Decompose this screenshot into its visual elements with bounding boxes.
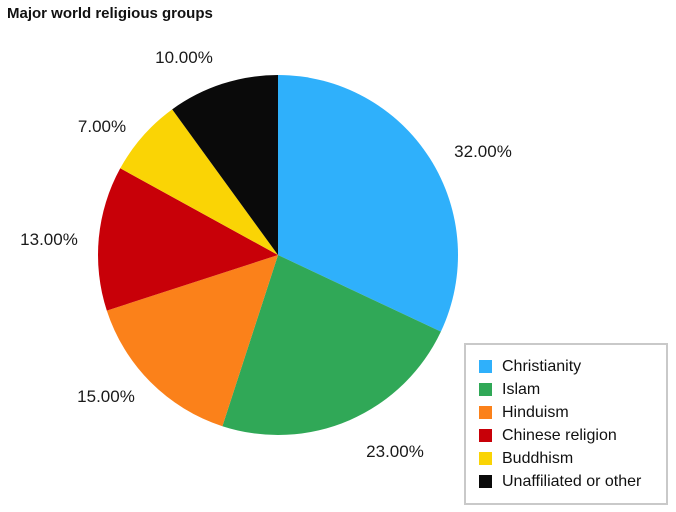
- chart-title: Major world religious groups: [7, 5, 213, 22]
- legend-item: Buddhism: [479, 447, 660, 470]
- legend-label: Chinese religion: [502, 426, 617, 444]
- legend-item: Hinduism: [479, 401, 660, 424]
- legend: Christianity Islam Hinduism Chinese reli…: [464, 343, 668, 505]
- legend-swatch-christianity: [479, 360, 492, 373]
- legend-label: Buddhism: [502, 449, 574, 467]
- pie-slice-buddhism: [120, 109, 278, 255]
- legend-swatch-islam: [479, 383, 492, 396]
- pie-slice-hinduism: [106, 255, 278, 427]
- legend-item: Unaffiliated or other: [479, 470, 660, 493]
- legend-label: Hinduism: [502, 403, 569, 421]
- slice-label-buddhism: 7.00%: [77, 117, 127, 136]
- legend-swatch-buddhism: [479, 452, 492, 465]
- legend-swatch-unaffiliated: [479, 475, 492, 488]
- pie-slice-unaffiliated-or-other: [172, 75, 278, 255]
- legend-item: Chinese religion: [479, 424, 660, 447]
- legend-label: Christianity: [502, 357, 582, 375]
- legend-item: Christianity: [479, 355, 660, 378]
- pie-slice-chinese-religion: [97, 168, 278, 311]
- slice-label-chinese-religion: 13.00%: [20, 230, 78, 249]
- pie-slice-islam: [222, 255, 441, 435]
- slice-label-hinduism: 15.00%: [77, 387, 135, 406]
- legend-item: Islam: [479, 378, 660, 401]
- legend-swatch-hinduism: [479, 406, 492, 419]
- pie-slice-christianity: [278, 75, 459, 332]
- legend-label: Unaffiliated or other: [502, 472, 642, 490]
- slice-label-islam: 23.00%: [366, 442, 424, 461]
- slice-label-unaffiliated: 10.00%: [155, 48, 213, 67]
- legend-swatch-chinese-religion: [479, 429, 492, 442]
- legend-label: Islam: [502, 380, 541, 398]
- slice-label-christianity: 32.00%: [454, 142, 512, 161]
